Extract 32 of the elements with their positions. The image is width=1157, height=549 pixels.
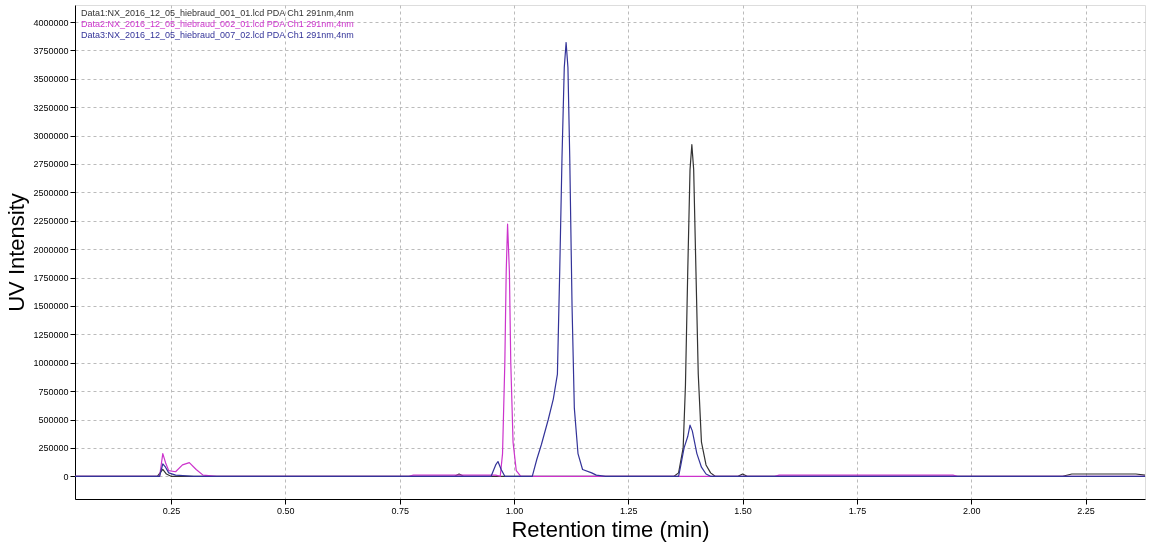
y-tick-label: 2000000 bbox=[33, 244, 69, 255]
y-tick-label: 3500000 bbox=[33, 74, 69, 85]
y-tick-label: 0 bbox=[63, 471, 69, 482]
y-axis-title: UV Intensity bbox=[4, 193, 30, 312]
text: Data2:NX_2016_12_05_hiebraud_002_01.lcd PDA Ch1 291nm,4nm bbox=[81, 19, 354, 29]
text: Data1:NX_2016_12_05_hiebraud_001_01.lcd PDA Ch1 291nm,4nm bbox=[81, 8, 354, 18]
y-tick-label: 500000 bbox=[38, 415, 69, 426]
x-tick-label: 1.75 bbox=[848, 505, 867, 516]
x-tick-label: 1.00 bbox=[505, 505, 524, 516]
y-tick-label: 2750000 bbox=[33, 159, 69, 170]
y-tick-label: 1000000 bbox=[33, 358, 69, 369]
y-tick-label: 250000 bbox=[38, 443, 69, 454]
x-tick-label: 0.25 bbox=[162, 505, 181, 516]
y-tick-label: 750000 bbox=[38, 386, 69, 397]
y-tick-label: 1250000 bbox=[33, 329, 69, 340]
x-tick-label: 2.25 bbox=[1077, 505, 1095, 516]
y-tick-label: 2500000 bbox=[33, 187, 69, 198]
y-tick-label: 3750000 bbox=[33, 45, 69, 56]
y-tick-label: 4000000 bbox=[33, 17, 69, 28]
y-tick-label: 2250000 bbox=[33, 216, 69, 227]
x-tick-label: 0.50 bbox=[277, 505, 295, 516]
x-tick-label: 1.50 bbox=[734, 505, 752, 516]
x-axis-title: Retention time (min) bbox=[511, 516, 710, 542]
y-tick-label: 3250000 bbox=[33, 102, 69, 113]
x-tick-label: 1.25 bbox=[620, 505, 638, 516]
text: Data3:NX_2016_12_05_hiebraud_007_02.lcd PDA Ch1 291nm,4nm bbox=[81, 30, 354, 40]
y-tick-label: 1750000 bbox=[33, 273, 69, 284]
line-series bbox=[75, 41, 1145, 477]
x-tick-label: 2.00 bbox=[962, 505, 981, 516]
y-tick-label: 1500000 bbox=[33, 301, 69, 312]
y-tick-label: 3000000 bbox=[33, 131, 69, 142]
x-tick-label: 0.75 bbox=[391, 505, 409, 516]
